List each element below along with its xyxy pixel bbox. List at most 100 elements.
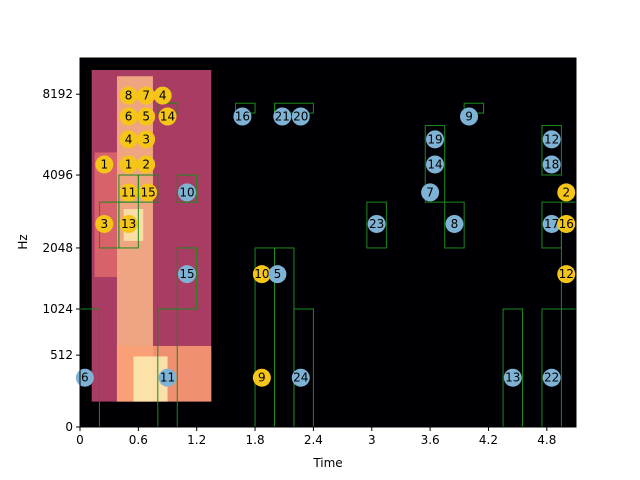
detection-box [541,125,562,176]
marker-label: 20 [293,110,308,124]
detection-box [176,247,198,310]
marker-circle [137,130,156,149]
marker-circle [139,183,158,202]
marker-circle [137,155,156,174]
event-marker: 8 [445,214,464,233]
marker-circle [460,107,479,126]
marker-circle [542,368,561,387]
event-marker: 19 [425,130,444,149]
marker-label: 18 [544,157,559,171]
y-tick-label: 2048 [42,241,73,255]
x-tick-label: 0.6 [129,433,148,447]
marker-circle [291,368,310,387]
event-marker: 2 [557,183,576,202]
event-marker: 22 [542,368,561,387]
event-marker: 4 [153,86,172,105]
event-marker: 5 [268,265,287,284]
y-tick-label: 4096 [42,168,73,182]
x-axis-ticks: 0 0.6 1.2 1.8 2.4 3 3.6 4.2 4.8 [76,427,556,447]
marker-circle [119,130,138,149]
marker-label: 11 [160,371,175,385]
event-marker: 3 [137,130,156,149]
event-marker: 6 [75,368,94,387]
marker-label: 4 [125,132,133,146]
marker-label: 13 [505,371,520,385]
marker-label: 12 [544,132,559,146]
marker-label: 3 [100,217,108,231]
detection-box [157,308,178,427]
energy-region [94,152,117,278]
marker-circle [557,265,576,284]
marker-circle [503,368,522,387]
marker-circle [425,130,444,149]
plot-frame [79,57,577,428]
y-axis-ticks: 0 512 1024 2048 4096 8192 [42,87,80,434]
y-tick-label: 1024 [42,302,73,316]
marker-circle [95,214,114,233]
marker-label: 8 [451,217,459,231]
marker-label: 7 [426,185,434,199]
marker-circle [177,183,196,202]
event-marker: 10 [177,183,196,202]
marker-circle [557,214,576,233]
event-marker: 9 [252,368,271,387]
detection-box [80,308,100,427]
event-marker: 12 [557,265,576,284]
y-tick-label: 0 [65,420,73,434]
detection-box [137,174,159,203]
x-tick-label: 1.2 [187,433,206,447]
x-tick-label: 4.8 [537,433,556,447]
event-marker: 11 [158,368,177,387]
marker-label: 14 [427,157,442,171]
marker-label: 15 [140,185,155,199]
marker-label: 11 [121,185,136,199]
marker-label: 16 [235,110,250,124]
event-marker: 12 [542,130,561,149]
marker-circle [177,265,196,284]
marker-label: 1 [100,157,108,171]
event-marker: 17 [542,214,561,233]
marker-label: 13 [121,217,136,231]
x-tick-label: 3 [368,433,376,447]
event-marker: 3 [95,214,114,233]
x-tick-label: 1.8 [246,433,265,447]
detection-box [424,125,446,203]
marker-circle [273,107,292,126]
marker-label: 4 [159,89,167,103]
marker-circle [542,214,561,233]
marker-label: 12 [559,267,574,281]
y-tick-label: 8192 [42,87,73,101]
marker-circle [137,107,156,126]
marker-label: 17 [544,217,559,231]
marker-circle [252,265,271,284]
event-marker: 15 [139,183,158,202]
marker-label: 21 [275,110,290,124]
marker-label: 5 [142,110,150,124]
marker-circle [137,86,156,105]
event-marker: 9 [460,107,479,126]
marker-label: 9 [465,110,473,124]
marker-label: 14 [160,110,175,124]
marker-circle [291,107,310,126]
x-tick-label: 3.6 [421,433,440,447]
marker-label: 10 [179,185,194,199]
marker-label: 16 [559,217,574,231]
event-marker: 2 [137,155,156,174]
marker-label: 5 [274,267,282,281]
event-marker: 5 [137,107,156,126]
marker-label: 2 [562,185,570,199]
event-marker: 1 [95,155,114,174]
detection-box [541,308,562,427]
marker-circle [557,183,576,202]
event-marker: 13 [119,214,138,233]
detection-box [502,308,524,427]
event-marker: 20 [291,107,310,126]
event-marker: 1 [119,155,138,174]
marker-label: 2 [142,157,150,171]
marker-label: 8 [125,89,133,103]
event-marker: 4 [119,130,138,149]
marker-circle [158,107,177,126]
marker-circle [425,155,444,174]
event-marker: 24 [291,368,310,387]
